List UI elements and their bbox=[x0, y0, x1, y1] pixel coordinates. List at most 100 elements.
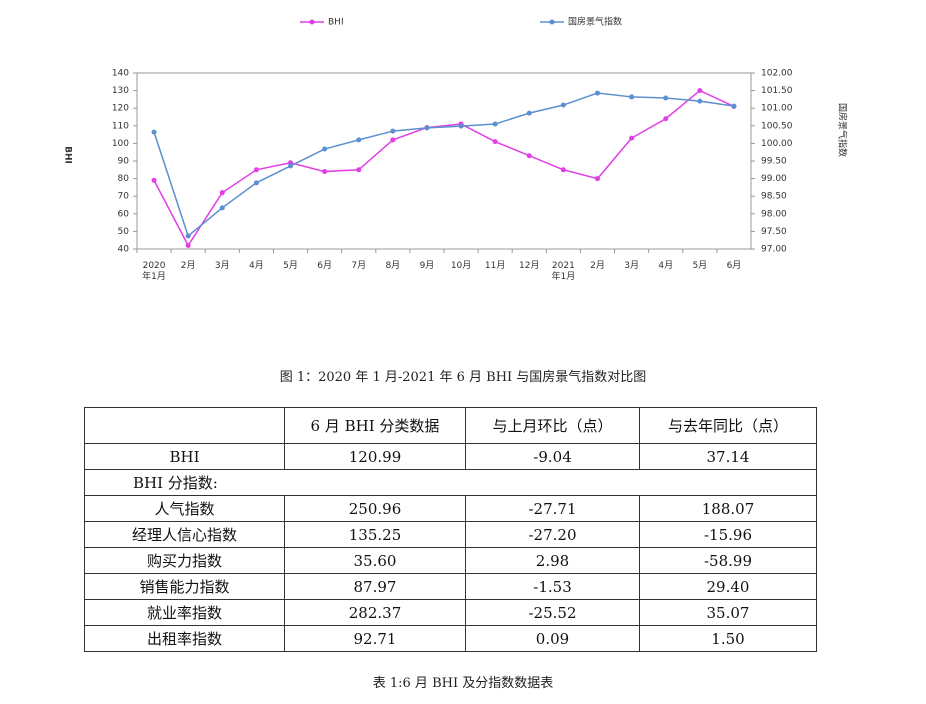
y-tick-label: 120 bbox=[112, 104, 129, 114]
point bbox=[731, 103, 737, 109]
table-cell: 37.14 bbox=[639, 443, 817, 470]
y-tick-label: 130 bbox=[112, 86, 129, 96]
table-cell: -27.71 bbox=[465, 495, 640, 522]
x-tick-label: 3月 bbox=[624, 261, 639, 271]
legend-marker bbox=[549, 19, 555, 25]
x-tick-label: 2月 bbox=[180, 261, 196, 271]
table-cell: 6 月 BHI 分类数据 bbox=[284, 407, 466, 444]
table-cell: BHI bbox=[84, 443, 285, 470]
x-tick-label: 9月 bbox=[419, 261, 435, 271]
y-tick-label: 80 bbox=[118, 174, 130, 184]
point bbox=[322, 146, 328, 152]
table-cell: BHI 分指数: bbox=[84, 469, 817, 496]
legend-label: 国房景气指数 bbox=[568, 16, 622, 28]
table-cell: 87.97 bbox=[284, 573, 466, 600]
table-cell: -58.99 bbox=[639, 547, 817, 574]
point bbox=[629, 94, 635, 100]
y-tick-label: 50 bbox=[118, 227, 130, 237]
x-tick-label: 12月 bbox=[519, 261, 540, 271]
y2-tick-label: 101.00 bbox=[761, 104, 793, 114]
y-tick-label: 70 bbox=[118, 192, 130, 202]
point bbox=[526, 110, 532, 116]
point bbox=[356, 167, 362, 173]
chart: 40 50 60 70 80 90 100 110 120 130 140 97.00 97.50 98.… bbox=[63, 16, 849, 255]
x-tick-label: 5月 bbox=[283, 261, 298, 271]
y2-tick-label: 99.00 bbox=[761, 174, 787, 184]
point bbox=[185, 242, 191, 248]
y2-tick-label: 102.00 bbox=[761, 69, 793, 79]
x-tick-label: 5月 bbox=[692, 261, 708, 271]
table-cell bbox=[84, 407, 285, 444]
point bbox=[390, 137, 396, 143]
y-axis-label: BHI bbox=[63, 146, 73, 164]
x-tick-label: 11月 bbox=[484, 261, 506, 271]
point bbox=[595, 90, 600, 96]
table-cell: 1.50 bbox=[639, 625, 817, 652]
table-cell: 购买力指数 bbox=[84, 547, 285, 574]
table-cell: 135.25 bbox=[284, 521, 466, 548]
point bbox=[492, 139, 498, 145]
point bbox=[390, 128, 396, 134]
table-cell: 35.60 bbox=[284, 547, 466, 574]
point bbox=[253, 180, 259, 186]
table-cell: -15.96 bbox=[639, 521, 817, 548]
table-cell: 与上月环比（点） bbox=[465, 407, 640, 444]
y-tick-label: 100 bbox=[112, 139, 129, 149]
x-tick-label: 4月 bbox=[658, 261, 674, 271]
point bbox=[288, 163, 293, 169]
point bbox=[151, 129, 157, 135]
y-tick-label: 90 bbox=[118, 157, 130, 167]
y2-tick-label: 98.50 bbox=[761, 192, 787, 202]
series-line bbox=[153, 92, 735, 238]
y-tick-label: 40 bbox=[118, 245, 130, 255]
point bbox=[322, 169, 328, 175]
point bbox=[697, 98, 703, 104]
table-cell: 92.71 bbox=[284, 625, 466, 652]
figure-caption: 图 1：2020 年 1 月-2021 年 6 月 BHI 与国房景气指数对比图 bbox=[279, 370, 647, 385]
point bbox=[697, 88, 703, 94]
point bbox=[424, 125, 430, 131]
table-cell: 出租率指数 bbox=[84, 625, 285, 652]
x-tick-label: 7月 bbox=[351, 261, 367, 271]
y2-tick-label: 97.50 bbox=[761, 227, 787, 237]
x-tick-label: 2021年1月 bbox=[551, 261, 576, 282]
table-cell: 人气指数 bbox=[84, 495, 285, 522]
table-cell: 35.07 bbox=[639, 599, 817, 626]
table-cell: 188.07 bbox=[639, 495, 817, 522]
table-cell: -9.04 bbox=[465, 443, 640, 470]
x-tick-label: 4月 bbox=[249, 261, 264, 271]
table-cell: -1.53 bbox=[465, 573, 640, 600]
point bbox=[629, 135, 635, 141]
y-tick-label: 110 bbox=[112, 121, 129, 131]
y2-tick-label: 101.50 bbox=[761, 86, 793, 96]
y2-tick-label: 97.00 bbox=[761, 245, 787, 255]
point bbox=[185, 233, 191, 239]
point bbox=[560, 102, 566, 108]
point bbox=[526, 153, 532, 159]
point bbox=[663, 95, 669, 101]
point bbox=[458, 123, 464, 129]
legend-label: BHI bbox=[328, 18, 344, 28]
point bbox=[219, 205, 225, 211]
point bbox=[492, 121, 498, 127]
plot-frame bbox=[136, 72, 752, 250]
table-cell: -27.20 bbox=[465, 521, 640, 548]
point bbox=[595, 176, 600, 182]
y2-tick-label: 98.00 bbox=[761, 209, 787, 219]
table-cell: 与去年同比（点） bbox=[639, 407, 817, 444]
x-tick-label: 10月 bbox=[450, 261, 472, 271]
series-line bbox=[153, 89, 735, 247]
x-tick-label: 8月 bbox=[385, 261, 401, 271]
table-cell: 282.37 bbox=[284, 599, 466, 626]
y2-tick-label: 100.50 bbox=[761, 121, 793, 131]
table-caption: 表 1:6 月 BHI 及分指数数据表 bbox=[372, 676, 554, 691]
point bbox=[219, 190, 225, 196]
data-table: 6 月 BHI 分类数据 与上月环比（点） 与去年同比（点） BHI 120.99 -9.… bbox=[84, 407, 817, 652]
table-cell: 120.99 bbox=[284, 443, 466, 470]
point bbox=[356, 137, 362, 143]
x-tick-label: 3月 bbox=[214, 261, 230, 271]
point bbox=[560, 167, 566, 173]
x-tick-label: 2月 bbox=[590, 261, 605, 271]
x-tick-label: 6月 bbox=[317, 261, 332, 271]
